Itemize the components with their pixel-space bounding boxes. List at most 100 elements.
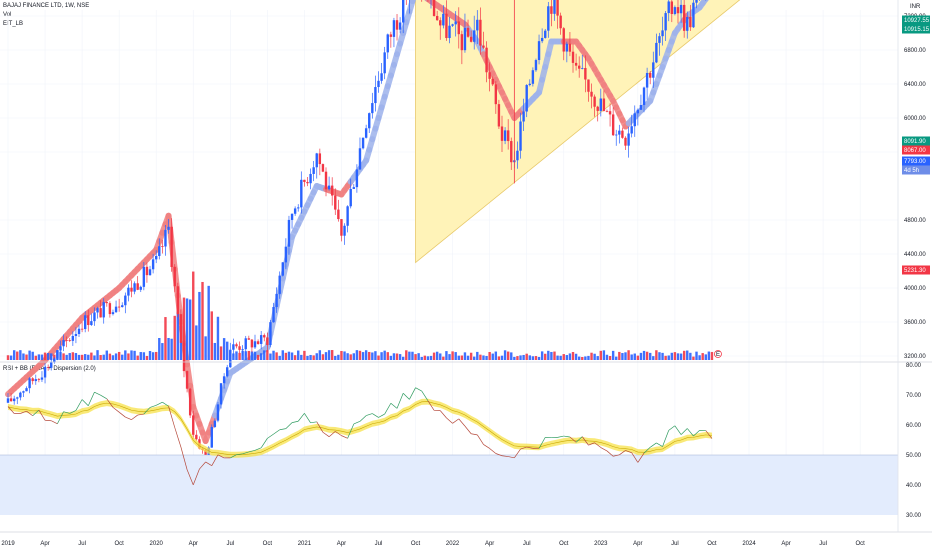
candle-body: [56, 350, 59, 359]
target-second-badge-bg: [902, 24, 930, 34]
candle-body: [62, 340, 65, 347]
volume-bar: [652, 356, 655, 360]
candle-body: [534, 60, 538, 71]
rsi-line-segment: [267, 433, 274, 439]
candle-body: [31, 378, 34, 382]
symbol-title[interactable]: BAJAJ FINANCE LTD, 1W, NSE: [3, 3, 90, 9]
time-tick: Oct: [263, 541, 273, 547]
rsi-line-segment: [366, 413, 373, 416]
candle-body: [90, 321, 93, 326]
rsi-line-segment: [316, 421, 324, 433]
rsi-line-segment: [396, 393, 404, 409]
candle-body: [272, 307, 275, 323]
candle-body: [510, 141, 513, 163]
volume-bar: [340, 350, 343, 360]
candle-body: [204, 449, 207, 458]
candle-body: [133, 283, 136, 292]
countdown-bg: [902, 165, 930, 175]
volume-bar: [411, 351, 414, 360]
volume-bar: [216, 316, 220, 360]
rsi-line-segment: [514, 448, 521, 459]
rsi-line-segment: [508, 456, 515, 459]
candle-body: [469, 36, 473, 42]
indicator-legend[interactable]: EIT_LB: [3, 21, 24, 27]
volume-bar: [293, 355, 297, 360]
candle-body: [281, 262, 284, 276]
volume-bar: [281, 350, 284, 360]
rsi-line-segment: [569, 436, 577, 443]
candle-body: [473, 30, 476, 42]
candle-body: [689, 17, 692, 28]
candle-body: [615, 134, 618, 136]
candle-body: [99, 308, 102, 318]
volume-bar: [602, 350, 606, 360]
rsi-tick: 30.00: [906, 513, 922, 519]
volume-bar: [349, 354, 352, 360]
price-tick: 3200.00: [904, 354, 926, 360]
rsi-line-segment: [38, 409, 46, 421]
volume-bar: [127, 353, 130, 360]
candle-body: [65, 340, 68, 341]
volume-bar: [87, 354, 90, 360]
candle-body: [297, 207, 300, 209]
volume-bar: [435, 351, 439, 360]
candle-body: [599, 98, 602, 111]
candle-body: [247, 338, 251, 340]
rsi-legend[interactable]: RSI + BB (EMA) + Dispersion (2.0): [3, 366, 96, 372]
rsi-line-segment: [427, 400, 435, 411]
candle-body: [402, 0, 405, 23]
volume-bar: [429, 355, 433, 360]
rsi-line-segment: [353, 421, 361, 425]
candle-body: [148, 269, 152, 276]
last-price-badge-bg: [902, 156, 930, 166]
candle-body: [74, 334, 78, 336]
volume-bar: [327, 350, 331, 360]
time-tick: Jul: [78, 541, 86, 547]
time-tick: Jul: [375, 541, 383, 547]
candle-body: [649, 72, 652, 78]
candle-body: [241, 349, 244, 351]
currency-label: INR: [910, 4, 921, 10]
volume-bar: [565, 355, 569, 360]
candle-body: [330, 185, 334, 196]
candle-body: [503, 130, 507, 141]
volume-bar: [618, 351, 621, 360]
volume-bar: [485, 355, 488, 360]
candle-body: [309, 173, 312, 184]
candle-body: [346, 206, 349, 226]
volume-bar: [417, 353, 420, 360]
volume-bar: [537, 356, 541, 360]
candle-body: [355, 169, 359, 188]
rsi-line-segment: [526, 446, 533, 449]
volume-bar: [550, 351, 553, 360]
volume-bar: [90, 352, 93, 360]
candle-body: [463, 27, 467, 51]
volume-bar: [380, 352, 383, 360]
volume-bar: [222, 338, 226, 360]
volume-bar: [682, 350, 686, 360]
candle-body: [439, 20, 442, 26]
volume-bar: [256, 354, 260, 360]
time-tick: Apr: [485, 541, 494, 547]
candle-body: [457, 21, 460, 35]
volume-bar: [590, 352, 593, 360]
candle-body: [584, 67, 587, 80]
volume-bar: [361, 352, 365, 360]
candle-body: [485, 47, 488, 73]
rsi-line-segment: [156, 401, 163, 406]
time-tick: 2019: [1, 541, 15, 547]
candle-body: [235, 344, 238, 347]
candle-body: [661, 30, 664, 37]
volume-bar: [655, 350, 658, 360]
candle-body: [46, 367, 50, 368]
volume-legend[interactable]: Vol: [3, 12, 12, 18]
candle-body: [658, 36, 661, 43]
volume-bar: [392, 353, 396, 360]
candle-body: [445, 13, 448, 39]
rsi-pane: [0, 387, 898, 515]
candle-body: [639, 105, 643, 110]
volume-bar: [334, 355, 337, 360]
rsi-line-segment: [94, 391, 101, 396]
volume-bar: [108, 353, 112, 360]
